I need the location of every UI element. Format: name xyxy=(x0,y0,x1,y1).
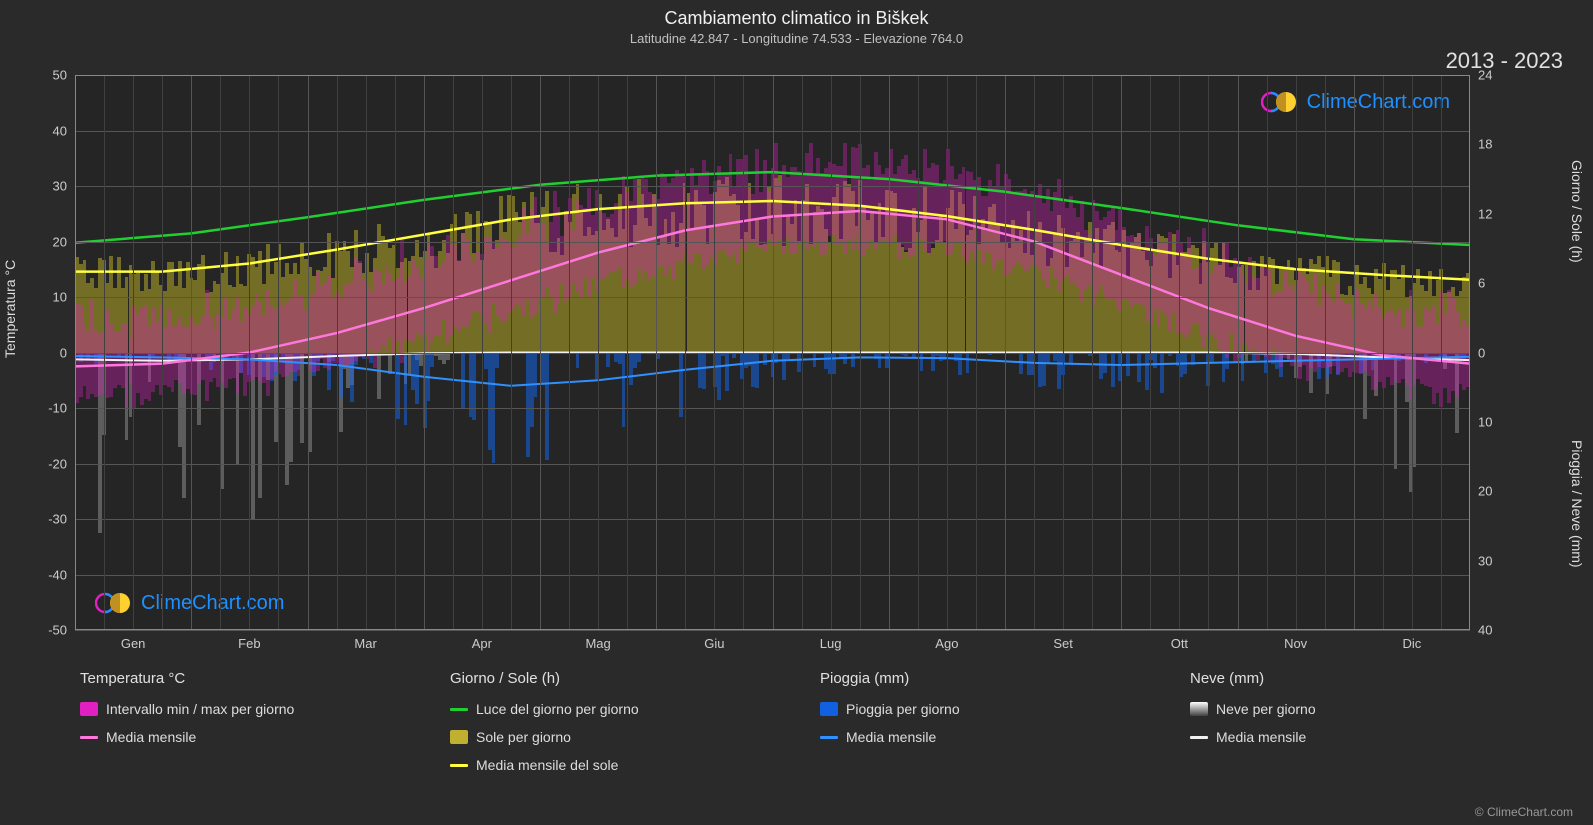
legend-label: Pioggia per giorno xyxy=(846,701,960,717)
y-tick-right: 20 xyxy=(1470,484,1525,499)
x-tick-month: Apr xyxy=(472,630,492,651)
y-tick-left: -30 xyxy=(35,512,75,527)
legend: Temperatura °C Intervallo min / max per … xyxy=(80,670,1520,785)
legend-line-swatch xyxy=(450,764,468,767)
x-tick-month: Mar xyxy=(354,630,376,651)
legend-swatch xyxy=(1190,702,1208,716)
chart-subtitle: Latitudine 42.847 - Longitudine 74.533 -… xyxy=(0,29,1593,46)
x-tick-month: Gen xyxy=(121,630,146,651)
legend-item-rain-mean: Media mensile xyxy=(820,729,1150,745)
plot-area: ClimeChart.com ClimeChart.com 5040302010… xyxy=(75,75,1470,630)
x-tick-month: Ago xyxy=(935,630,958,651)
y-tick-left: -50 xyxy=(35,623,75,638)
legend-col-rain: Pioggia (mm) Pioggia per giorno Media me… xyxy=(820,670,1150,785)
y-tick-right: 40 xyxy=(1470,623,1525,638)
legend-item-daylight: Luce del giorno per giorno xyxy=(450,701,780,717)
y-axis-label-right-top: Giorno / Sole (h) xyxy=(1569,160,1585,263)
legend-item-sunshine-bar: Sole per giorno xyxy=(450,729,780,745)
legend-item-temp-range: Intervallo min / max per giorno xyxy=(80,701,410,717)
y-tick-left: -10 xyxy=(35,401,75,416)
y-tick-right: 12 xyxy=(1470,206,1525,221)
legend-item-temp-mean: Media mensile xyxy=(80,729,410,745)
climate-chart-container: Cambiamento climatico in Biškek Latitudi… xyxy=(0,0,1593,825)
legend-col-temperature: Temperatura °C Intervallo min / max per … xyxy=(80,670,410,785)
y-tick-left: 30 xyxy=(35,179,75,194)
y-tick-right: 10 xyxy=(1470,414,1525,429)
legend-line-swatch xyxy=(1190,736,1208,739)
legend-item-rain-bar: Pioggia per giorno xyxy=(820,701,1150,717)
legend-header: Giorno / Sole (h) xyxy=(450,670,780,687)
legend-label: Intervallo min / max per giorno xyxy=(106,701,294,717)
watermark-text: ClimeChart.com xyxy=(1307,91,1450,114)
y-tick-left: -20 xyxy=(35,456,75,471)
legend-item-snow-bar: Neve per giorno xyxy=(1190,701,1520,717)
y-tick-left: 0 xyxy=(35,345,75,360)
legend-label: Media mensile xyxy=(1216,729,1306,745)
y-tick-right: 24 xyxy=(1470,68,1525,83)
watermark-top: ClimeChart.com xyxy=(1261,90,1450,114)
legend-item-sunshine-mean: Media mensile del sole xyxy=(450,757,780,773)
x-tick-month: Mag xyxy=(585,630,610,651)
legend-header: Neve (mm) xyxy=(1190,670,1520,687)
x-tick-month: Dic xyxy=(1402,630,1421,651)
x-tick-month: Nov xyxy=(1284,630,1307,651)
y-tick-right: 30 xyxy=(1470,553,1525,568)
legend-col-snow: Neve (mm) Neve per giorno Media mensile xyxy=(1190,670,1520,785)
legend-col-daylight: Giorno / Sole (h) Luce del giorno per gi… xyxy=(450,670,780,785)
x-tick-month: Set xyxy=(1053,630,1073,651)
legend-label: Media mensile del sole xyxy=(476,757,618,773)
x-tick-month: Giu xyxy=(704,630,724,651)
y-tick-left: 10 xyxy=(35,290,75,305)
legend-label: Sole per giorno xyxy=(476,729,571,745)
legend-header: Pioggia (mm) xyxy=(820,670,1150,687)
legend-label: Luce del giorno per giorno xyxy=(476,701,639,717)
legend-line-swatch xyxy=(820,736,838,739)
y-tick-left: -40 xyxy=(35,567,75,582)
legend-label: Media mensile xyxy=(106,729,196,745)
legend-swatch xyxy=(820,702,838,716)
y-axis-label-left: Temperatura °C xyxy=(2,260,18,358)
y-axis-label-right-bottom: Pioggia / Neve (mm) xyxy=(1569,440,1585,568)
legend-header: Temperatura °C xyxy=(80,670,410,687)
y-tick-left: 20 xyxy=(35,234,75,249)
y-tick-left: 40 xyxy=(35,123,75,138)
copyright-text: © ClimeChart.com xyxy=(1475,805,1573,819)
y-tick-right: 6 xyxy=(1470,276,1525,291)
y-tick-right: 18 xyxy=(1470,137,1525,152)
legend-line-swatch xyxy=(450,708,468,711)
climechart-logo-icon xyxy=(95,591,135,615)
y-tick-right: 0 xyxy=(1470,345,1525,360)
legend-line-swatch xyxy=(80,736,98,739)
x-tick-month: Feb xyxy=(238,630,260,651)
chart-title: Cambiamento climatico in Biškek xyxy=(0,0,1593,29)
y-tick-left: 50 xyxy=(35,68,75,83)
x-tick-month: Lug xyxy=(820,630,842,651)
legend-label: Neve per giorno xyxy=(1216,701,1316,717)
legend-swatch xyxy=(450,730,468,744)
legend-item-snow-mean: Media mensile xyxy=(1190,729,1520,745)
legend-label: Media mensile xyxy=(846,729,936,745)
legend-swatch xyxy=(80,702,98,716)
x-tick-month: Ott xyxy=(1171,630,1188,651)
watermark-bottom: ClimeChart.com xyxy=(95,591,284,615)
